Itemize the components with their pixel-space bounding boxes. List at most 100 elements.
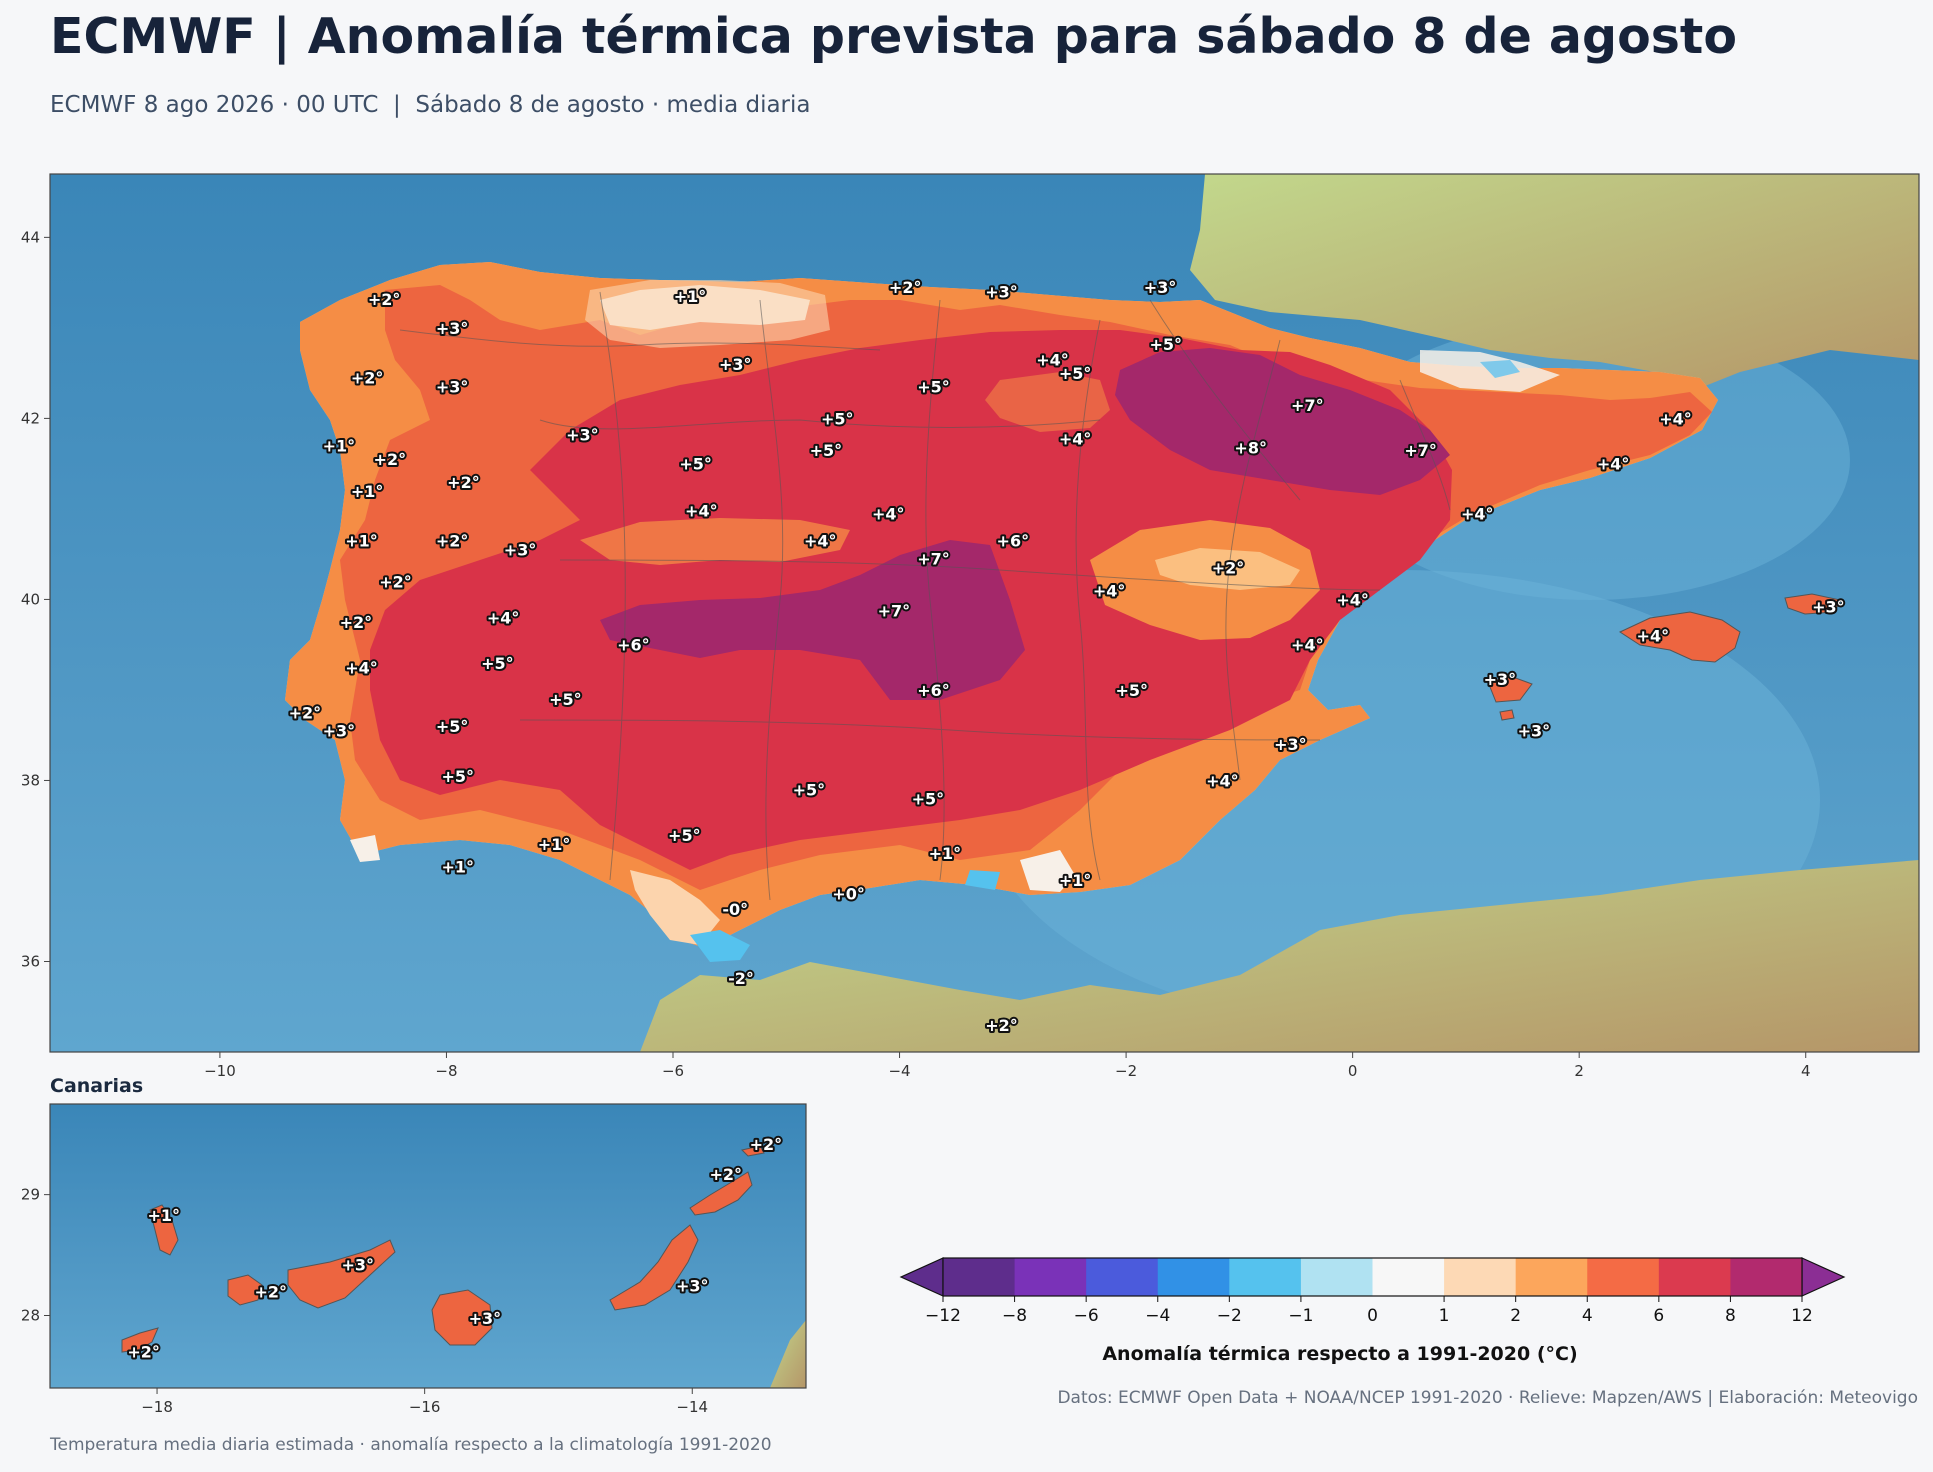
main-map-labels: +2°+3°+2° +3°+1°+2°+1° +2°+1° +2° +3°+2°+2° +… xyxy=(287,276,1847,1037)
inset-labels: +1° +2° +3° +3° +2° +3° +2° +2° xyxy=(125,1133,784,1364)
anomaly-label: +3° xyxy=(323,722,356,741)
anomaly-label: +2° xyxy=(889,278,922,297)
la-gomera xyxy=(227,1274,263,1306)
anomaly-label: +5° xyxy=(912,790,945,809)
colorbar-tick-label: 2 xyxy=(1510,1306,1521,1326)
anomaly-1-2-patch xyxy=(630,870,720,945)
anomaly-label: +7° xyxy=(878,601,911,620)
tenerife xyxy=(287,1239,396,1309)
anomaly-label: +4° xyxy=(1659,409,1692,428)
anomaly-1-2-patch xyxy=(1155,548,1300,590)
anomaly-label: +5° xyxy=(810,441,843,460)
lat-tick-label: 38 xyxy=(21,771,40,789)
lon-tick-label: −4 xyxy=(888,1062,910,1080)
inset-anomaly-label: +1° xyxy=(147,1206,180,1225)
lat-tick-label: 36 xyxy=(21,952,40,970)
inset-title: Canarias xyxy=(50,1075,144,1097)
anomaly-label: +4° xyxy=(1336,590,1369,609)
anomaly-label: +7° xyxy=(917,550,950,569)
anomaly-8-12 xyxy=(600,540,1025,700)
anomaly-label: +5° xyxy=(1115,681,1148,700)
anomaly-label: +1° xyxy=(929,844,962,863)
inset-lon-tick-label: −18 xyxy=(141,1398,173,1416)
inset-lon-tick-label: −14 xyxy=(676,1398,708,1416)
anomaly-label: +4° xyxy=(685,502,718,521)
lon-tick-label: 2 xyxy=(1574,1062,1584,1080)
inset-anomaly-label: +3° xyxy=(676,1276,709,1295)
colorbar-bin xyxy=(943,1258,1016,1296)
anomaly-label: -0° xyxy=(722,900,748,919)
inset-anomaly-label: +2° xyxy=(127,1343,160,1362)
anomaly-label: +4° xyxy=(1597,455,1630,474)
colorbar-over-extension xyxy=(1801,1257,1846,1297)
anomaly-label: +3° xyxy=(436,378,469,397)
anomaly-label: +4° xyxy=(1059,429,1092,448)
colorbar-bin xyxy=(1444,1258,1517,1296)
anomaly-label: +0° xyxy=(832,885,865,904)
anomaly-label: +4° xyxy=(804,532,837,551)
menorca xyxy=(1784,593,1841,615)
colorbar-bin xyxy=(1086,1258,1159,1296)
anomaly-label: +4° xyxy=(1637,627,1670,646)
fuerteventura xyxy=(609,1224,699,1311)
inset-anomaly-label: +2° xyxy=(255,1282,288,1301)
colorbar-bin xyxy=(1658,1258,1731,1296)
page-title: ECMWF | Anomalía térmica prevista para s… xyxy=(50,8,1737,65)
anomaly-label: +1° xyxy=(442,857,475,876)
la-graciosa xyxy=(741,1145,765,1157)
inset-axes: −18 −16 −14 29 28 xyxy=(21,1186,708,1416)
inset-lon-tick-label: −16 xyxy=(409,1398,441,1416)
colorbar-tick-label: 6 xyxy=(1653,1306,1664,1326)
inset-lat-tick-label: 28 xyxy=(21,1306,40,1324)
anomaly-label: +5° xyxy=(679,455,712,474)
colorbar-tick-label: −2 xyxy=(1217,1306,1242,1326)
anomaly-cool-patch xyxy=(1480,360,1520,378)
lon-tick-label: −6 xyxy=(662,1062,684,1080)
anomaly-label: +3° xyxy=(504,541,537,560)
anomaly-label: +5° xyxy=(668,826,701,845)
anomaly-1-2-patch xyxy=(585,280,830,348)
anomaly-label: +2° xyxy=(289,704,322,723)
anomaly-label: +3° xyxy=(985,283,1018,302)
ibiza xyxy=(1487,675,1533,703)
anomaly-label: +1° xyxy=(1059,871,1092,890)
colorbar-bin xyxy=(1300,1258,1373,1296)
anomaly-label: +5° xyxy=(1149,335,1182,354)
anomaly-label: +2° xyxy=(368,290,401,309)
la-palma xyxy=(149,1204,179,1256)
colorbar-bin xyxy=(1157,1258,1230,1296)
mallorca xyxy=(1618,611,1741,663)
inset-lat-tick-label: 29 xyxy=(21,1186,40,1204)
colorbar-tick-label: −12 xyxy=(925,1306,961,1326)
anomaly-label: +2° xyxy=(351,369,384,388)
lat-tick-label: 42 xyxy=(21,409,40,427)
anomaly-label: +8° xyxy=(1234,438,1267,457)
page-subtitle: ECMWF 8 ago 2026 · 00 UTC | Sábado 8 de … xyxy=(50,92,811,118)
anomaly-label: +5° xyxy=(917,378,950,397)
anomaly-label: +6° xyxy=(997,532,1030,551)
anomaly-label: +1° xyxy=(345,532,378,551)
anomaly-label: +1° xyxy=(323,437,356,456)
anomaly-label: +3° xyxy=(1812,598,1845,617)
colorbar-tick-label: 1 xyxy=(1439,1306,1450,1326)
lon-tick-label: −2 xyxy=(1115,1062,1137,1080)
colorbar-tick-label: 8 xyxy=(1725,1306,1736,1326)
colorbar-tick-label: −4 xyxy=(1145,1306,1170,1326)
main-map-frame xyxy=(49,173,1920,1053)
anomaly-label: +3° xyxy=(566,426,599,445)
lon-tick-label: −10 xyxy=(204,1062,236,1080)
anomaly-label: +3° xyxy=(1274,735,1307,754)
anomaly-2-4-patch xyxy=(985,372,1110,432)
anomaly-label: +5° xyxy=(549,690,582,709)
inset-anomaly-label: +2° xyxy=(750,1135,783,1154)
anomaly-label: +4° xyxy=(1461,504,1494,523)
colorbar-tick-label: 12 xyxy=(1791,1306,1813,1326)
anomaly-label: +3° xyxy=(436,319,469,338)
colorbar-tick-label: 0 xyxy=(1367,1306,1378,1326)
anomaly-label: +5° xyxy=(436,717,469,736)
anomaly-label: +1° xyxy=(351,482,384,501)
colorbar-bin xyxy=(1372,1258,1445,1296)
anomaly-label: +1° xyxy=(674,287,707,306)
